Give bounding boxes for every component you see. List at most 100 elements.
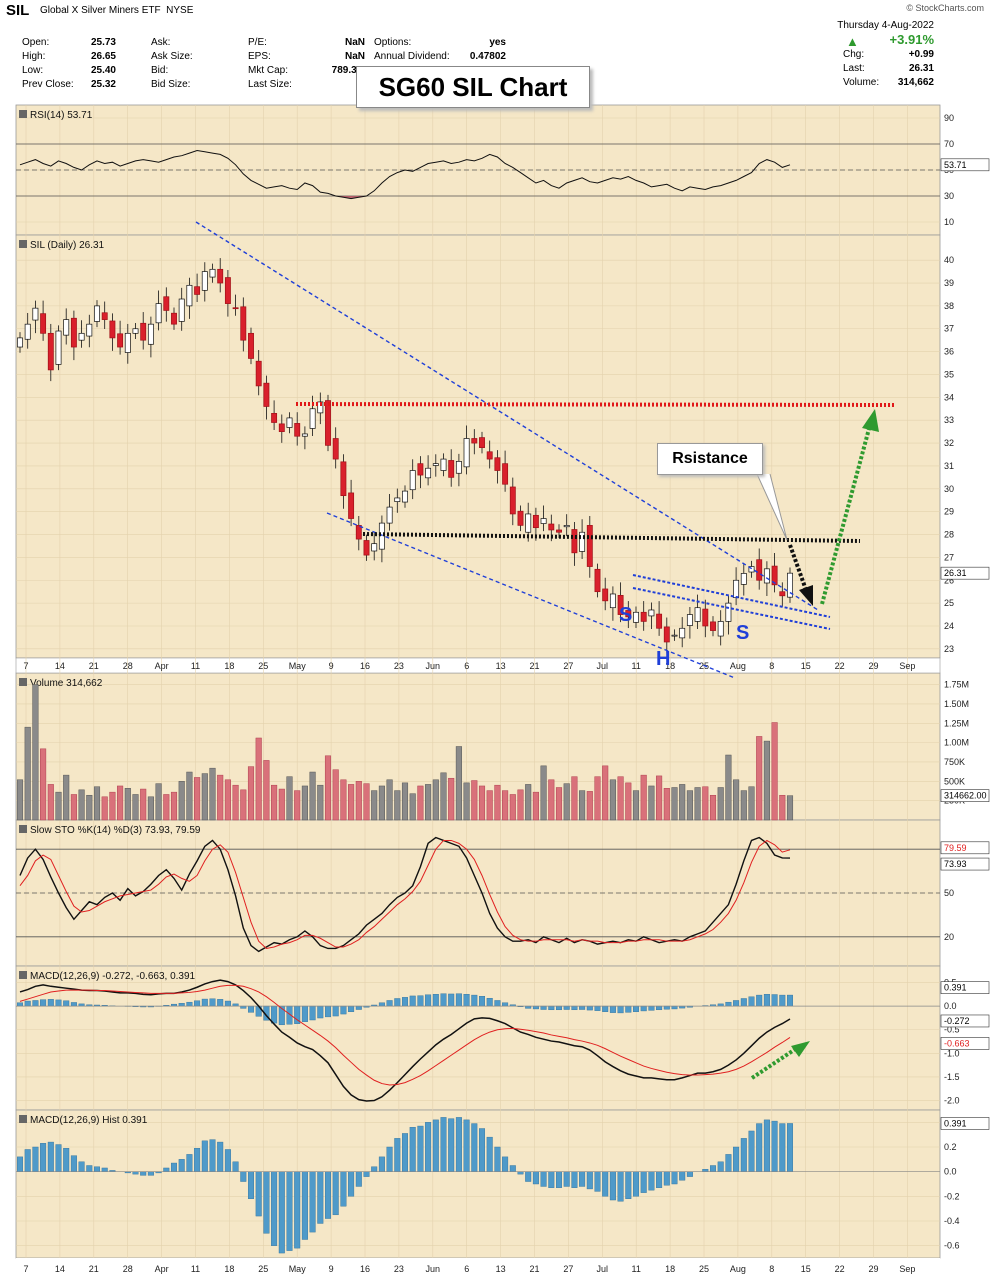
macd-legend-marker-icon <box>19 971 27 979</box>
ticker-name: Global X Silver Miners ETF NYSE <box>40 5 194 16</box>
price-x-tick-label: 6 <box>464 661 469 671</box>
rsi-y-tick-label: 30 <box>944 191 954 201</box>
candle-body <box>94 305 100 322</box>
macd-hist-bar <box>494 1000 501 1007</box>
volume-bar <box>132 794 139 821</box>
candle-body <box>540 518 547 524</box>
candle-body <box>733 579 740 598</box>
hist-bar <box>70 1155 77 1172</box>
hist-bar <box>355 1171 362 1187</box>
candle-body <box>32 307 39 321</box>
volume-bar <box>209 767 216 821</box>
volume-bar <box>194 777 201 821</box>
candle-body <box>756 559 763 581</box>
candle-body <box>47 332 54 371</box>
macd-hist-bar <box>378 1002 385 1007</box>
candle-body <box>155 303 162 324</box>
macd-hist-bar <box>340 1005 347 1015</box>
macd-hist-bar <box>440 993 447 1007</box>
price-x-tick-label: 18 <box>665 661 675 671</box>
macd-hist-bar <box>309 1005 316 1021</box>
macd-hist-bar <box>32 1000 39 1007</box>
quote-date: Thursday 4-Aug-2022 <box>837 20 934 31</box>
macd-hist-bar <box>502 1002 509 1007</box>
volume-bar <box>271 784 278 821</box>
hist-y-tick-label: -0.6 <box>944 1241 960 1251</box>
macd-hist-bar <box>563 1005 570 1010</box>
macd-hist-bar <box>348 1005 355 1012</box>
hist-bar <box>232 1161 239 1172</box>
rsi-y-tick-label: 70 <box>944 139 954 149</box>
quote-header: SIL Global X Silver Miners ETF NYSE © St… <box>0 0 990 120</box>
macd-hist-bar <box>733 1000 740 1007</box>
hist-legend-marker-icon <box>19 1115 27 1123</box>
quote-label: Annual Dividend: <box>374 51 450 62</box>
quote-value: 26.31 <box>908 63 934 74</box>
hist-x-tick-label: 14 <box>55 1264 65 1274</box>
volume-bar <box>717 787 724 821</box>
hist-bar <box>201 1140 208 1172</box>
hist-y-tick-label: 0.2 <box>944 1142 957 1152</box>
price-y-tick-label: 25 <box>944 598 954 608</box>
candle-body <box>363 540 370 556</box>
candle-body <box>209 268 216 278</box>
hist-bar <box>502 1156 509 1172</box>
volume-bar <box>170 791 178 821</box>
hist-bar <box>378 1156 385 1172</box>
macd-hist-bar <box>271 1005 278 1024</box>
candle-body <box>779 591 786 597</box>
candle-body <box>386 506 393 524</box>
macd-hist-bar <box>779 994 786 1007</box>
candle-body <box>602 588 609 602</box>
stochastic-d-last-value-box <box>940 841 990 855</box>
hist-bar <box>101 1167 108 1172</box>
candle-body <box>248 332 254 359</box>
volume-bar <box>55 791 62 821</box>
macd-hist-bar <box>609 1005 616 1013</box>
neckline-resistance-line <box>362 532 861 543</box>
volume-legend: Volume 314,662 <box>30 678 103 689</box>
macd-hist-bar <box>763 994 770 1007</box>
volume-bar <box>332 769 339 821</box>
hist-bar <box>679 1171 686 1181</box>
quote-label: EPS: <box>248 51 271 62</box>
hist-x-tick-label: 13 <box>496 1264 506 1274</box>
volume-bar <box>771 722 778 821</box>
macd-hist-bar <box>617 1005 624 1014</box>
macd-hist-bar <box>748 996 755 1007</box>
candle-body <box>455 461 462 474</box>
volume-bar <box>455 746 462 821</box>
hist-bar <box>432 1119 439 1172</box>
volume-bar <box>240 789 247 821</box>
hist-bar <box>509 1165 516 1172</box>
hist-bar <box>617 1171 624 1202</box>
candle-body <box>147 323 154 345</box>
hist-bar <box>463 1119 470 1172</box>
volume-bar <box>632 790 640 821</box>
price-y-tick-label: 36 <box>944 347 954 357</box>
hist-legend: MACD(12,26,9) Hist 0.391 <box>30 1115 148 1126</box>
volume-bar <box>517 789 524 821</box>
candle-body <box>171 312 177 325</box>
macd-hist-bar <box>17 1002 24 1007</box>
volume-bar <box>686 790 693 821</box>
volume-last-value-box <box>940 789 990 802</box>
candle-body <box>425 467 432 479</box>
hist-bar <box>648 1171 655 1191</box>
candle-body <box>710 621 716 631</box>
price-last-value: 26.31 <box>944 568 967 578</box>
volume-bar <box>540 765 547 821</box>
macd-hist-bar <box>579 1005 586 1010</box>
macd-hist-bar <box>55 999 62 1007</box>
panel-price-bg <box>15 234 941 659</box>
volume-bar <box>648 785 655 821</box>
price-x-tick-label: 21 <box>529 661 539 671</box>
hist-x-tick-label: Sep <box>899 1264 915 1274</box>
candle-body <box>348 492 355 519</box>
macd-hist-bar <box>463 994 470 1007</box>
candle-body <box>201 271 208 291</box>
macd-hist-bar <box>756 994 763 1007</box>
hist-x-tick-label: 6 <box>464 1264 469 1274</box>
hist-last-value-box <box>940 1117 990 1130</box>
volume-bar <box>602 765 609 821</box>
